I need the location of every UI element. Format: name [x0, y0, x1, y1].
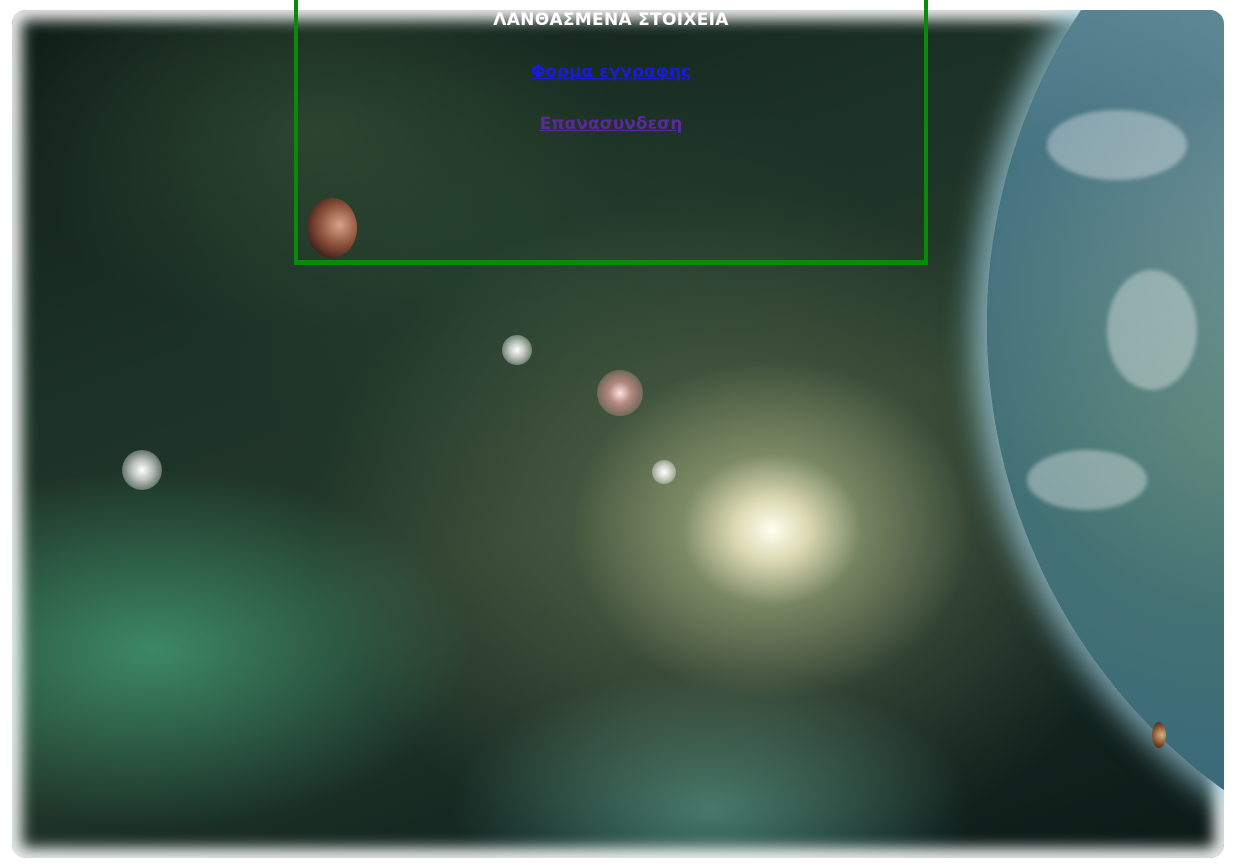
star-glow	[652, 460, 676, 484]
small-moon-image	[1152, 722, 1166, 748]
earth-cloud	[1047, 110, 1187, 180]
earth-planet-image	[987, 10, 1224, 858]
reconnect-link[interactable]: Επανασυνδεση	[539, 114, 683, 134]
earth-cloud	[1027, 450, 1147, 510]
error-panel: ΛΑΝΘΑΣΜΕΝΑ ΣΤΟΙΧΕΙΑ Φορμα εγγραφης Επανα…	[294, 0, 928, 265]
star-glow	[597, 370, 643, 416]
earth-cloud	[1107, 270, 1197, 390]
star-glow	[122, 450, 162, 490]
star-glow	[502, 335, 532, 365]
registration-form-link[interactable]: Φορμα εγγραφης	[530, 62, 692, 82]
error-title: ΛΑΝΘΑΣΜΕΝΑ ΣΤΟΙΧΕΙΑ	[493, 10, 729, 30]
space-background-image	[12, 10, 1224, 858]
moon-image	[307, 198, 357, 258]
